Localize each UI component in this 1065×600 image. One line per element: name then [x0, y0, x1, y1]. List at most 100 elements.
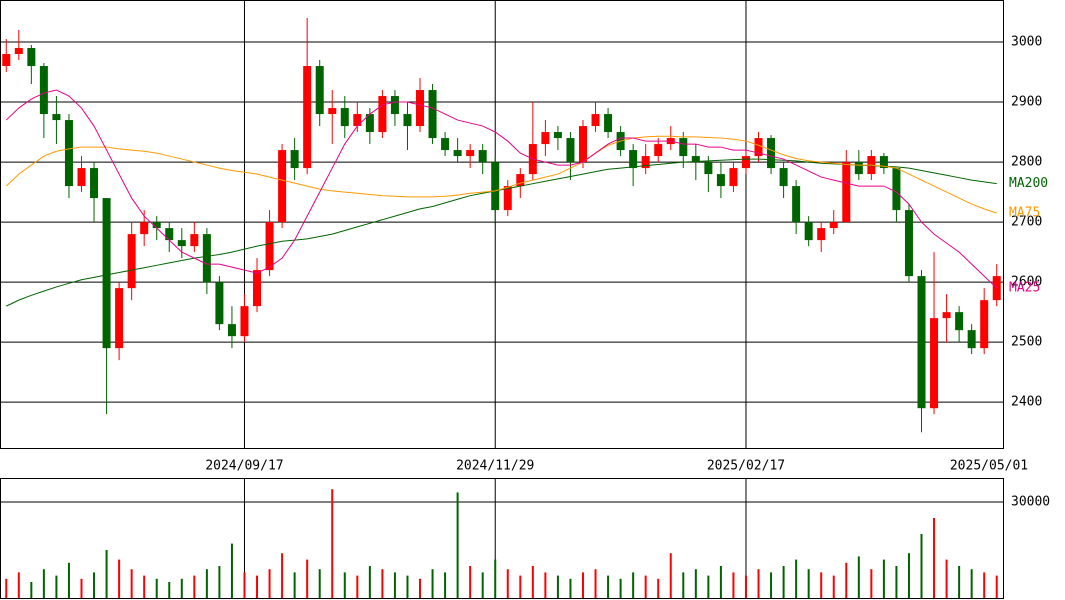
candle-body	[892, 168, 901, 211]
volume-bar	[368, 566, 371, 598]
candle-body	[904, 210, 913, 277]
volume-bar	[456, 492, 459, 598]
volume-bar	[343, 572, 346, 598]
volume-bar	[732, 572, 735, 598]
volume-bar	[569, 578, 572, 598]
y-tick-label: 2500	[1011, 335, 1042, 350]
volume-bar	[105, 550, 108, 598]
candle-body	[629, 150, 638, 169]
volume-bar	[42, 569, 45, 598]
candle-body	[27, 48, 36, 67]
volume-bar	[719, 566, 722, 598]
volume-bar	[419, 578, 422, 598]
candle-body	[90, 168, 99, 199]
volume-bar	[281, 553, 284, 598]
volume-bar	[519, 575, 522, 598]
volume-bar	[268, 569, 271, 598]
candle-body	[767, 138, 776, 169]
volume-bar	[431, 569, 434, 598]
candle-body	[52, 114, 61, 121]
volume-bar	[494, 559, 497, 598]
volume-bar	[393, 572, 396, 598]
y-tick-label: 2900	[1011, 95, 1042, 110]
volume-bar	[93, 572, 96, 598]
candle-body	[980, 300, 989, 349]
candle-body	[967, 330, 976, 349]
candle-body	[14, 48, 23, 55]
candle-body	[716, 174, 725, 187]
volume-bar	[80, 578, 83, 598]
candle-body	[378, 96, 387, 133]
candle-body	[779, 168, 788, 187]
volume-bar	[845, 562, 848, 598]
volume-bar	[143, 575, 146, 598]
volume-bar	[180, 578, 183, 598]
legend-label: MA25	[1009, 281, 1040, 296]
candle-body	[227, 324, 236, 337]
candle-body	[654, 144, 663, 157]
volume-bar	[594, 569, 597, 598]
candle-body	[854, 162, 863, 175]
candle-body	[879, 156, 888, 169]
x-tick-label: 2024/09/17	[205, 459, 283, 474]
volume-bar	[644, 575, 647, 598]
candle-body	[466, 150, 475, 157]
volume-bar	[30, 582, 33, 598]
candle-body	[428, 90, 437, 139]
candle-body	[679, 138, 688, 157]
volume-bar	[770, 572, 773, 598]
price-frame	[0, 0, 1004, 449]
candle-body	[253, 270, 262, 307]
candle-body	[804, 222, 813, 241]
volume-bar	[155, 578, 158, 598]
y-tick-label: 2700	[1011, 215, 1042, 230]
candle-body	[127, 234, 136, 289]
candle-body	[842, 162, 851, 223]
candle-body	[541, 132, 550, 145]
volume-bar	[669, 553, 672, 598]
volume-bar	[118, 559, 121, 598]
candle-body	[315, 66, 324, 115]
volume-bar	[920, 534, 923, 598]
y-tick-label: 3000	[1011, 35, 1042, 50]
volume-bar	[895, 566, 898, 598]
candle-body	[453, 150, 462, 157]
candle-body	[704, 162, 713, 175]
candle-body	[152, 222, 161, 229]
volume-bar	[506, 569, 509, 598]
x-tick-label: 2025/02/17	[707, 459, 785, 474]
volume-bar	[331, 489, 334, 598]
candle-body	[917, 276, 926, 409]
volume-bar	[619, 578, 622, 598]
volume-bar	[795, 559, 798, 598]
candle-body	[829, 222, 838, 229]
ma-line	[5, 135, 997, 214]
volume-bar	[882, 559, 885, 598]
volume-bar	[469, 566, 472, 598]
candle-body	[328, 108, 337, 115]
candle-body	[303, 66, 312, 169]
candle-body	[140, 222, 149, 235]
volume-bar	[168, 582, 171, 598]
volume-bar	[381, 569, 384, 598]
volume-bar	[632, 572, 635, 598]
volume-bar	[556, 575, 559, 598]
candle-body	[478, 150, 487, 163]
volume-bar	[130, 569, 133, 598]
candle-body	[942, 312, 951, 319]
legend-label: MA75	[1009, 206, 1040, 221]
candle-body	[566, 138, 575, 163]
volume-bar	[193, 575, 196, 598]
x-tick-label: 2025/05/01	[950, 459, 1028, 474]
candle-body	[115, 288, 124, 349]
candle-body	[792, 186, 801, 223]
candle-body	[691, 156, 700, 163]
candle-body	[503, 186, 512, 211]
volume-bar	[318, 569, 321, 598]
candle-body	[390, 96, 399, 115]
volume-bar	[744, 575, 747, 598]
candle-body	[2, 54, 11, 67]
volume-bar	[230, 543, 233, 598]
volume-bar	[17, 572, 20, 598]
candle-body	[516, 174, 525, 187]
